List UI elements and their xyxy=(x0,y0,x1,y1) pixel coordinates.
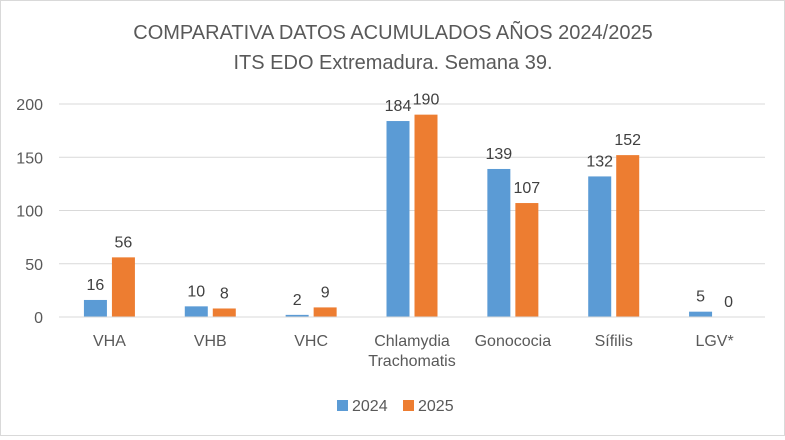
data-label: 8 xyxy=(220,285,229,302)
bar-2024-1 xyxy=(184,306,208,317)
x-tick-label: VHB xyxy=(194,333,227,350)
y-axis-ticks: 0 50 100 150 200 xyxy=(16,97,43,327)
data-label: 184 xyxy=(385,98,412,115)
data-label: 139 xyxy=(486,146,513,163)
legend: 2024 2025 xyxy=(337,398,454,415)
bar-2024-0 xyxy=(83,299,107,317)
legend-swatch-2025 xyxy=(403,400,414,411)
data-label: 9 xyxy=(321,284,330,301)
y-tick-label: 50 xyxy=(25,257,43,274)
x-tick-label: Trachomatis xyxy=(368,353,455,370)
y-tick-label: 0 xyxy=(34,310,43,327)
data-label: 56 xyxy=(115,234,133,251)
bar-2025-2 xyxy=(313,307,337,317)
x-tick-label: Gonococia xyxy=(475,333,552,350)
x-tick-label: Sífilis xyxy=(595,333,633,350)
x-tick-label: Chlamydia xyxy=(374,333,450,350)
chart-subtitle: ITS EDO Extremadura. Semana 39. xyxy=(233,52,552,74)
data-label: 190 xyxy=(413,92,440,109)
legend-swatch-2024 xyxy=(337,400,348,411)
bars xyxy=(83,114,713,318)
bar-2024-4 xyxy=(487,168,511,317)
y-tick-label: 100 xyxy=(16,204,43,221)
bar-2024-5 xyxy=(588,176,612,317)
data-label: 10 xyxy=(187,283,205,300)
data-label: 0 xyxy=(724,294,733,311)
data-label: 152 xyxy=(614,132,641,149)
bar-2024-2 xyxy=(285,314,309,317)
bar-2025-5 xyxy=(616,155,640,317)
x-tick-label: VHA xyxy=(93,333,126,350)
data-label: 2 xyxy=(293,292,302,309)
bar-2025-3 xyxy=(414,114,438,318)
bar-2025-4 xyxy=(515,203,539,317)
legend-label: 2024 xyxy=(352,398,388,415)
x-tick-label: VHC xyxy=(294,333,328,350)
y-tick-label: 200 xyxy=(16,97,43,114)
y-tick-label: 150 xyxy=(16,150,43,167)
chart-title: COMPARATIVA DATOS ACUMULADOS AÑOS 2024/2… xyxy=(133,20,652,44)
bar-2025-1 xyxy=(212,308,236,317)
data-label: 107 xyxy=(514,180,541,197)
bar-2025-0 xyxy=(111,257,135,317)
data-label: 132 xyxy=(586,153,613,170)
gridlines xyxy=(59,103,765,265)
data-label: 16 xyxy=(87,277,105,294)
x-axis-ticks: VHA VHB VHC Chlamydia Trachomatis Gonococia Sí… xyxy=(93,333,734,370)
data-label: 5 xyxy=(696,289,705,306)
bar-2024-6 xyxy=(689,311,713,317)
x-tick-label: LGV* xyxy=(695,333,733,350)
legend-label: 2025 xyxy=(418,398,454,415)
bar-2024-3 xyxy=(386,121,410,317)
